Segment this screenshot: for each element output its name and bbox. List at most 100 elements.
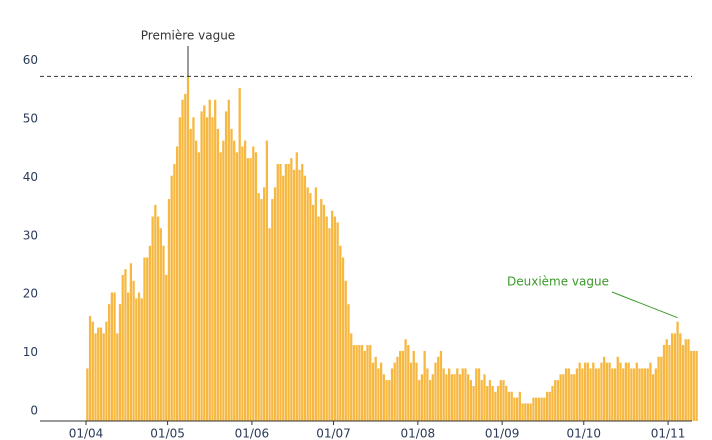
bar <box>581 368 584 421</box>
bar <box>537 397 541 421</box>
bar <box>692 350 696 421</box>
bar <box>423 350 426 421</box>
bar <box>673 333 677 421</box>
bar <box>409 362 413 421</box>
bar <box>86 368 89 421</box>
bar <box>611 368 614 421</box>
bar <box>197 152 201 422</box>
bar <box>431 374 434 421</box>
bar <box>382 374 385 421</box>
bar <box>401 350 405 421</box>
bar <box>352 345 356 421</box>
bar <box>594 368 598 421</box>
y-tick-label: 10 <box>23 345 38 359</box>
y-tick-label: 30 <box>23 228 38 242</box>
bar <box>632 368 636 421</box>
bar <box>311 204 315 421</box>
bar <box>331 210 334 421</box>
y-tick-label: 40 <box>23 170 38 184</box>
bar <box>388 380 391 421</box>
bar <box>290 158 293 421</box>
bar <box>496 385 500 421</box>
bar <box>494 391 497 421</box>
y-tick-label: 50 <box>23 111 38 125</box>
bar <box>396 356 399 421</box>
bar <box>282 175 285 421</box>
bar <box>99 327 103 421</box>
bar <box>224 111 228 422</box>
bar <box>578 362 581 421</box>
bar <box>467 374 470 421</box>
bar <box>404 339 407 421</box>
bar <box>486 385 489 421</box>
bar <box>303 175 307 421</box>
bar <box>469 380 473 421</box>
bar <box>491 385 494 421</box>
bar <box>314 187 317 421</box>
bar <box>333 216 337 421</box>
bar <box>129 263 133 421</box>
bar <box>641 368 644 421</box>
bar <box>567 368 570 421</box>
bar <box>564 368 568 421</box>
bar <box>178 117 181 421</box>
bar <box>695 350 698 421</box>
bar <box>374 356 377 421</box>
bar <box>499 380 502 421</box>
bar <box>235 152 239 422</box>
bar <box>137 292 141 421</box>
bar <box>551 385 554 421</box>
bar <box>573 374 576 421</box>
bar <box>646 368 649 421</box>
bar <box>393 362 396 421</box>
bar <box>676 321 679 421</box>
x-tick-label: 01/07 <box>316 427 351 440</box>
bar <box>521 403 524 421</box>
bar <box>276 163 279 421</box>
bar <box>390 368 394 421</box>
bar <box>556 380 560 421</box>
bar <box>132 280 135 421</box>
bar <box>265 140 269 421</box>
bar <box>146 257 149 421</box>
bar <box>355 345 358 421</box>
bar <box>442 368 445 421</box>
bar <box>320 199 323 421</box>
bar <box>233 140 236 421</box>
bar <box>159 228 162 421</box>
bar <box>535 397 538 421</box>
bar <box>203 105 206 422</box>
bar <box>257 193 260 421</box>
bar <box>480 380 483 421</box>
bar <box>369 345 372 421</box>
bar <box>363 350 366 421</box>
bar <box>118 304 122 421</box>
bar <box>219 152 222 422</box>
bar <box>624 362 628 421</box>
bar <box>665 339 668 421</box>
bar <box>684 339 687 421</box>
bar <box>216 128 220 421</box>
bar <box>613 368 617 421</box>
bar <box>341 257 345 421</box>
y-tick-label: 60 <box>23 53 38 67</box>
bar <box>583 362 587 421</box>
bar <box>287 163 290 421</box>
bar <box>671 333 674 421</box>
bar <box>175 146 179 421</box>
bar <box>518 391 521 421</box>
bar <box>635 362 638 421</box>
bar <box>347 304 350 421</box>
x-tick-label: 01/11 <box>651 427 686 440</box>
bar <box>439 350 443 421</box>
bar <box>434 362 437 421</box>
bar <box>143 257 146 421</box>
bar <box>105 321 108 421</box>
bar <box>295 152 298 422</box>
bar <box>532 397 535 421</box>
annotation-line <box>611 291 678 319</box>
bar <box>475 368 478 421</box>
bar <box>94 333 97 421</box>
x-tick-label: 01/06 <box>235 427 270 440</box>
bar <box>263 187 266 421</box>
